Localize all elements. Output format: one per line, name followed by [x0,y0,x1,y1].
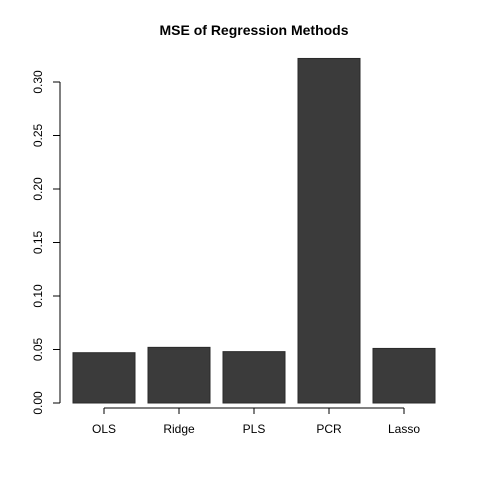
bars [72,57,436,404]
y-tick-label: 0.20 [31,177,45,201]
y-tick-label: 0.15 [31,230,45,254]
y-tick-label: 0.10 [31,284,45,308]
y-tick-label: 0.25 [31,123,45,147]
x-tick-label: Lasso [388,422,420,436]
bar-ridge [147,346,211,404]
y-axis: 0.00 0.05 0.10 0.15 0.20 0.25 0.30 [31,70,61,415]
bar-pcr [297,57,361,404]
chart-title: MSE of Regression Methods [159,22,348,38]
bar-lasso [372,347,436,404]
x-axis: OLS Ridge PLS PCR Lasso [92,407,420,436]
y-tick-label: 0.05 [31,337,45,361]
x-tick-label: Ridge [163,422,195,436]
y-tick-label: 0.30 [31,70,45,94]
bar-ols [72,352,136,404]
x-tick-label: PLS [243,422,266,436]
x-tick-label: PCR [316,422,342,436]
x-tick-label: OLS [92,422,116,436]
y-tick-label: 0.00 [31,391,45,415]
bar-pls [222,351,286,404]
